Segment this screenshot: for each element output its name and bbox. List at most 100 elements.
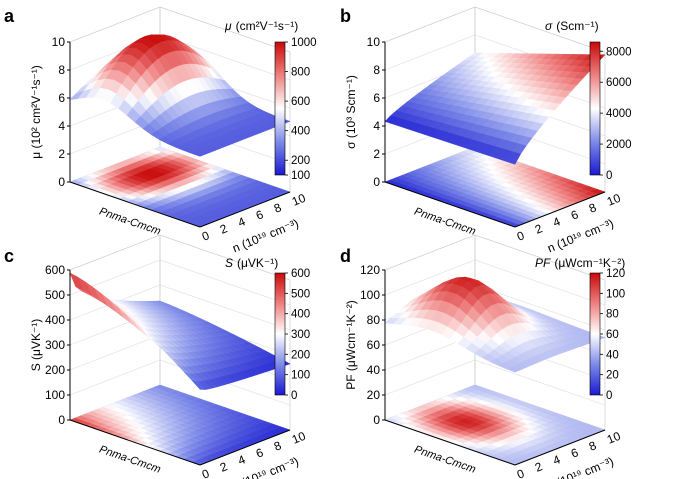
y-tick-label: 6 [569, 207, 581, 223]
z-tick-label: 80 [367, 313, 381, 327]
z-tick-label: 4 [373, 119, 380, 133]
colorbar-tick-label: 800 [291, 67, 310, 79]
colorbar-title-unit: (μWcm⁻¹K⁻²) [554, 256, 625, 270]
y-tick-label: 2 [533, 221, 545, 237]
colorbar-tick-label: 600 [291, 96, 310, 108]
x-axis [384, 181, 516, 228]
y-tick-label: 0 [200, 228, 212, 244]
colorbar-tick-label: 100 [606, 288, 625, 300]
z-tick-label: 40 [367, 363, 381, 377]
y-tick-label: 8 [272, 438, 284, 454]
y-tick-label: 4 [236, 452, 248, 468]
z-gridline [69, 259, 291, 306]
y-tick-label: 6 [254, 207, 266, 223]
y-tick-label: 0 [200, 466, 212, 479]
y-axis [199, 429, 291, 466]
colorbar-tick-label: 100 [291, 370, 310, 382]
surface-cell [191, 151, 207, 157]
z-tick-label: 10 [367, 35, 381, 49]
y-tick-label: 10 [605, 429, 623, 447]
z-tick-label: 10 [52, 35, 66, 49]
y-tick-label: 2 [218, 221, 230, 237]
colorbar-tick-label: 80 [606, 309, 619, 321]
z-gridline [384, 359, 606, 406]
z-tick-label: 60 [367, 338, 381, 352]
colorbar-tick-label: 4000 [606, 108, 632, 120]
panel-label: b [340, 6, 351, 26]
colorbar-title: σ (Scm⁻¹) [545, 19, 599, 33]
panel-label: d [340, 246, 351, 266]
surface-cell [191, 379, 207, 390]
colorbar-title-unit: (μVK⁻¹) [237, 256, 278, 270]
y-tick-label: 2 [218, 459, 230, 475]
z-tick-label: 8 [58, 63, 65, 77]
colorbar-tick-label: 20 [606, 370, 619, 382]
y-tick-label: 4 [551, 452, 563, 468]
z-gridline [384, 259, 606, 306]
z-tick-label: 0 [373, 175, 380, 189]
x-axis [384, 419, 516, 466]
colorbar-title-var: μ [224, 19, 232, 33]
surface-cell [506, 366, 522, 373]
y-tick-label: 10 [290, 429, 308, 447]
z-tick-label: 4 [58, 119, 65, 133]
z-tick-label: 120 [360, 263, 380, 277]
colorbar-tick-label: 400 [291, 126, 310, 138]
colorbar-tick-label: 60 [606, 329, 619, 341]
colorbar-tick-label: 200 [291, 349, 310, 361]
colorbar-title-var: PF [535, 256, 551, 270]
colorbar-tick-label: 600 [291, 268, 310, 280]
z-axis-title: σ (10³ Scm⁻¹) [344, 75, 358, 149]
y-tick-label: 8 [587, 200, 599, 216]
y-axis [514, 191, 606, 228]
colorbar-tick-label: 0 [291, 390, 297, 402]
colorbar [589, 272, 601, 396]
colorbar-title-unit: (Scm⁻¹) [556, 19, 598, 33]
colorbar-title-unit: (cm²V⁻¹s⁻¹) [236, 19, 299, 33]
y-tick-label: 10 [290, 191, 308, 209]
colorbar-title: μ (cm²V⁻¹s⁻¹) [224, 19, 298, 33]
colorbar-tick-label: 500 [291, 288, 310, 300]
z-tick-label: 20 [367, 388, 381, 402]
y-tick-label: 6 [569, 445, 581, 461]
colorbar-tick-label: 6000 [606, 77, 632, 89]
z-tick-label: 6 [58, 91, 65, 105]
z-tick-label: 400 [45, 313, 65, 327]
y-tick-label: 8 [272, 200, 284, 216]
colorbar-tick-label: 8000 [606, 46, 632, 58]
colorbar [274, 41, 286, 176]
z-tick-label: 8 [373, 63, 380, 77]
z-tick-label: 100 [45, 388, 65, 402]
y-tick-label: 0 [515, 228, 527, 244]
y-axis [514, 429, 606, 466]
z-gridline [69, 359, 291, 406]
z-gridline [69, 284, 291, 331]
colorbar [589, 41, 601, 176]
colorbar-tick-label: 1000 [291, 37, 317, 49]
y-tick-label: 0 [515, 466, 527, 479]
y-tick-label: 8 [587, 438, 599, 454]
colorbar [274, 272, 286, 396]
z-tick-label: 600 [45, 263, 65, 277]
y-tick-label: 4 [236, 214, 248, 230]
z-tick-label: 300 [45, 338, 65, 352]
colorbar-title-var: S [225, 256, 233, 270]
colorbar-tick-label: 0 [606, 170, 612, 182]
y-tick-label: 10 [605, 191, 623, 209]
z-axis-title: S (μVK⁻¹) [29, 319, 43, 372]
colorbar-tick-label: 300 [291, 329, 310, 341]
colorbar-tick-label: 2000 [606, 139, 632, 151]
colorbar-tick-label: 200 [291, 155, 310, 167]
z-tick-label: 0 [58, 413, 65, 427]
z-axis-title: μ (10² cm²V⁻¹s⁻¹) [29, 65, 43, 159]
colorbar-tick-label: 100 [291, 170, 310, 182]
y-tick-label: 4 [551, 214, 563, 230]
y-axis [199, 191, 291, 228]
colorbar-tick-label: 120 [606, 268, 625, 280]
z-tick-label: 100 [360, 288, 380, 302]
z-axis-title: PF (μWcm⁻¹K⁻²) [344, 300, 358, 390]
